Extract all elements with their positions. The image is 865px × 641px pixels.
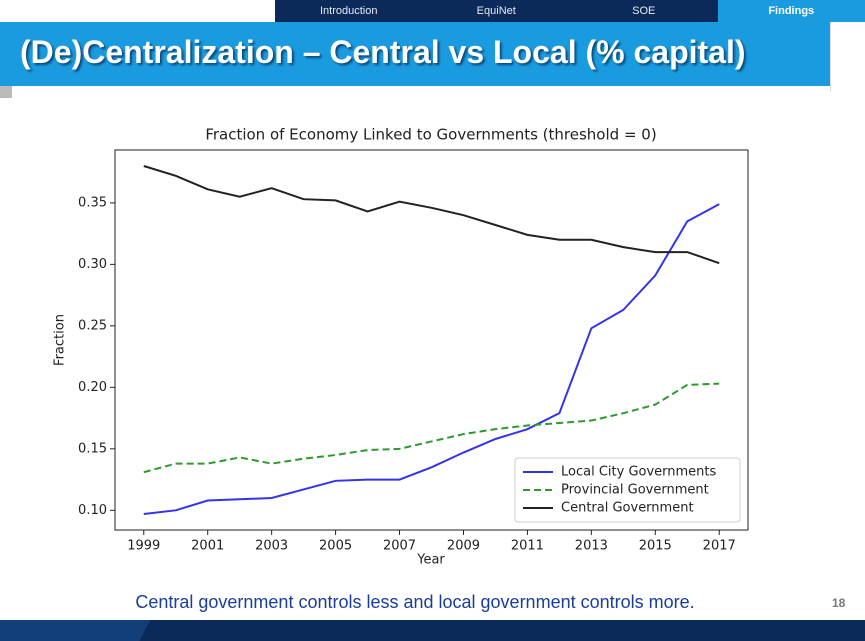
- nav-item[interactable]: EquiNet: [476, 5, 516, 17]
- y-tick-label: 0.30: [78, 257, 107, 272]
- slide-title: (De)Centralization – Central vs Local (%…: [20, 34, 746, 70]
- legend-label: Provincial Government: [561, 483, 709, 498]
- x-tick-label: 2017: [703, 539, 736, 554]
- legend-box: [514, 457, 741, 523]
- y-axis-label: Fraction: [53, 314, 68, 366]
- x-axis-label: Year: [416, 553, 445, 568]
- nav-item[interactable]: SOE: [632, 5, 656, 17]
- y-tick-label: 0.10: [78, 503, 107, 518]
- y-tick-label: 0.25: [78, 318, 107, 333]
- y-tick-label: 0.15: [78, 441, 107, 456]
- chart: Fraction of Economy Linked to Government…: [53, 126, 749, 568]
- x-tick-label: 2011: [511, 539, 544, 554]
- x-tick-label: 2013: [575, 539, 608, 554]
- page-number: 18: [832, 596, 846, 610]
- nav-item[interactable]: Introduction: [320, 5, 378, 17]
- x-tick-label: 2015: [639, 539, 672, 554]
- x-tick-label: 2001: [191, 539, 224, 554]
- caption: Central government controls less and loc…: [135, 592, 695, 612]
- x-tick-label: 1999: [127, 539, 160, 554]
- plot-frame: [114, 149, 749, 531]
- legend-label: Local City Governments: [561, 465, 717, 480]
- series-line: [143, 382, 720, 474]
- decor: [830, 22, 831, 92]
- series-line: [143, 203, 720, 516]
- footer-accent: [0, 620, 150, 641]
- chart-title: Fraction of Economy Linked to Government…: [205, 126, 656, 144]
- x-tick-label: 2009: [447, 539, 480, 554]
- y-tick-label: 0.35: [78, 195, 107, 210]
- nav-bar: Introduction EquiNet SOE Findings: [275, 0, 865, 22]
- x-tick-label: 2003: [255, 539, 288, 554]
- series-line: [143, 165, 720, 265]
- footer-bar: [0, 620, 865, 641]
- nav-item[interactable]: Findings: [717, 0, 865, 22]
- x-tick-label: 2005: [319, 539, 352, 554]
- decor: [0, 86, 12, 98]
- x-tick-label: 2007: [383, 539, 416, 554]
- y-tick-label: 0.20: [78, 380, 107, 395]
- legend-label: Central Government: [561, 501, 694, 516]
- title-banner: (De)Centralization – Central vs Local (%…: [0, 22, 830, 86]
